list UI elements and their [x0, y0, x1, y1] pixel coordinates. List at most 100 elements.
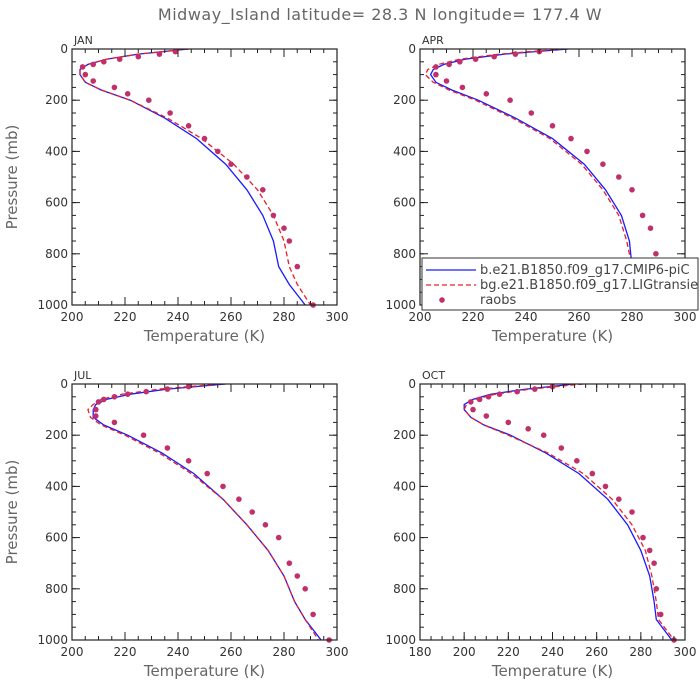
- x-tick-label: 280: [629, 645, 652, 659]
- series-lig-line: [87, 384, 320, 640]
- x-tick-label: 220: [462, 310, 485, 324]
- y-axis-label: Pressure (mb): [3, 125, 21, 230]
- panels-group: 200 220 240 260 280 300 0 200 400 600 800 1000 JAN Te…: [3, 34, 696, 680]
- x-tick-label: 200: [61, 645, 84, 659]
- raobs-point: [236, 496, 242, 503]
- raobs-point: [90, 61, 96, 68]
- y-tick-label: 400: [45, 479, 68, 493]
- raobs-point: [646, 547, 653, 554]
- raobs-point: [111, 419, 118, 426]
- x-tick-label: 280: [273, 310, 296, 324]
- y-tick-label: 1000: [37, 298, 68, 312]
- x-tick-label: 180: [409, 645, 432, 659]
- raobs-point: [95, 399, 102, 405]
- legend-box: [421, 257, 699, 311]
- raobs-point: [270, 212, 277, 219]
- raobs-point: [172, 48, 179, 55]
- legend-label: bg.e21.B1850.f09_g17.LIGtransie: [480, 278, 698, 293]
- x-tick-label: 280: [273, 645, 296, 659]
- legend-swatch-dot: [439, 297, 445, 303]
- raobs-point: [140, 432, 147, 439]
- raobs-point: [589, 470, 596, 477]
- raobs-point: [164, 445, 171, 451]
- raobs-point: [629, 187, 635, 193]
- raobs-point: [485, 394, 492, 400]
- legend-label: raobs: [480, 293, 517, 308]
- raobs-point: [135, 53, 142, 60]
- raobs-point: [294, 573, 301, 579]
- y-tick-label: 200: [393, 93, 416, 107]
- x-tick-label: 300: [674, 310, 697, 324]
- raobs-point: [600, 161, 606, 167]
- y-tick-label: 600: [393, 531, 416, 545]
- raobs-point: [310, 611, 316, 618]
- panel-label: APR: [422, 34, 444, 47]
- y-tick-label: 400: [45, 144, 68, 158]
- raobs-point: [204, 470, 210, 477]
- raobs-point: [281, 225, 287, 231]
- raobs-point: [79, 64, 86, 70]
- x-tick-label: 240: [515, 310, 538, 324]
- legend-entry: raobs: [439, 293, 517, 308]
- raobs-point: [616, 496, 622, 503]
- raobs-point: [433, 64, 439, 70]
- raobs-point: [101, 396, 107, 403]
- raobs-point: [185, 123, 192, 129]
- raobs-point: [302, 586, 309, 592]
- raobs-point: [433, 71, 439, 78]
- legend-entry: b.e21.B1850.f09_g17.CMIP6-piC: [426, 263, 690, 278]
- series-raobs: [93, 383, 332, 643]
- raobs-point: [244, 174, 250, 180]
- panel-apr: 200 220 240 260 280 300 0 200 400 600 800 1000 APR Te…: [385, 34, 696, 345]
- raobs-point: [602, 483, 609, 490]
- raobs-point: [260, 187, 266, 193]
- y-tick-label: 0: [60, 377, 68, 391]
- raobs-point: [639, 212, 646, 219]
- x-axis-label: Temperature (K): [491, 327, 613, 345]
- raobs-point: [164, 386, 171, 392]
- x-axis-label: Temperature (K): [143, 662, 265, 680]
- figure-title: Midway_Island latitude= 28.3 N longitude…: [158, 5, 602, 25]
- raobs-point: [286, 560, 293, 566]
- y-tick-label: 400: [393, 144, 416, 158]
- raobs-point: [584, 148, 590, 155]
- y-axis-label: Pressure (mb): [3, 460, 21, 565]
- raobs-point: [514, 388, 520, 395]
- raobs-point: [574, 458, 580, 464]
- x-axis-label: Temperature (K): [491, 662, 613, 680]
- y-tick-label: 0: [408, 377, 416, 391]
- raobs-point: [558, 445, 565, 451]
- panel-label: JAN: [73, 34, 93, 47]
- raobs-point: [483, 413, 490, 419]
- raobs-point: [262, 522, 269, 528]
- series-lig-line: [463, 384, 675, 640]
- raobs-point: [156, 51, 163, 57]
- raobs-point: [528, 110, 535, 116]
- x-tick-label: 220: [497, 645, 520, 659]
- raobs-point: [616, 174, 622, 180]
- raobs-point: [294, 263, 301, 270]
- raobs-point: [629, 509, 635, 515]
- x-tick-label: 240: [167, 645, 190, 659]
- legend-label: b.e21.B1850.f09_g17.CMIP6-piC: [480, 263, 690, 278]
- raobs-point: [507, 97, 513, 103]
- x-tick-label: 220: [114, 310, 137, 324]
- raobs-point: [286, 238, 293, 244]
- raobs-point: [472, 56, 479, 62]
- raobs-point: [512, 51, 519, 57]
- x-tick-label: 260: [568, 310, 591, 324]
- panel-label: OCT: [422, 369, 445, 382]
- series-raobs: [79, 48, 316, 308]
- raobs-point: [90, 78, 96, 84]
- y-tick-label: 1000: [37, 633, 68, 647]
- raobs-point: [491, 53, 498, 60]
- x-tick-label: 260: [220, 310, 243, 324]
- y-tick-label: 800: [393, 247, 416, 261]
- y-tick-label: 1000: [385, 633, 416, 647]
- raobs-point: [185, 458, 192, 464]
- raobs-point: [657, 611, 664, 618]
- x-tick-label: 200: [61, 310, 84, 324]
- legend: b.e21.B1850.f09_g17.CMIP6-piCbg.e21.B185…: [421, 257, 699, 311]
- x-tick-label: 300: [326, 310, 349, 324]
